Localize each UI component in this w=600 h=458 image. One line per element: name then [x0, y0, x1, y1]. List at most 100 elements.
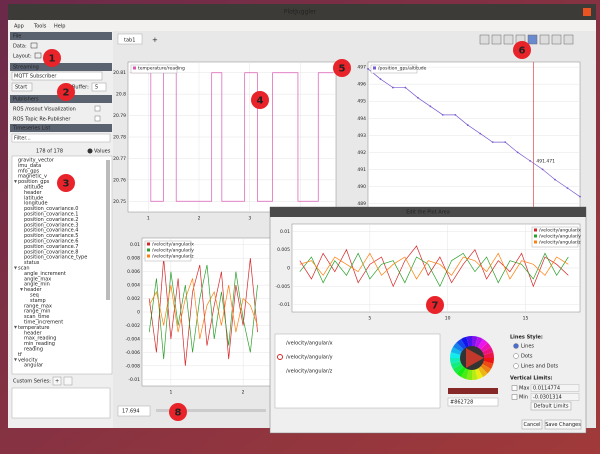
tree-item[interactable]: angle_min — [24, 282, 50, 288]
limit-input[interactable] — [530, 384, 580, 392]
tree-item[interactable]: range_min — [24, 309, 50, 315]
tree-item[interactable]: latitude — [24, 195, 43, 201]
tree-item[interactable]: angle_increment — [24, 271, 66, 277]
toolbar-button[interactable] — [527, 34, 538, 45]
filter[interactable] — [11, 133, 111, 143]
toolbar-button[interactable] — [563, 34, 574, 45]
tree-item[interactable]: position_covariance.5 — [24, 233, 78, 239]
dropdown-text[interactable]: MQTT Subscriber — [14, 74, 57, 80]
tree-item[interactable]: position_covariance.0 — [24, 206, 78, 212]
radio[interactable] — [513, 363, 519, 369]
button-text[interactable]: Default Limits — [534, 404, 569, 410]
button[interactable] — [11, 82, 33, 92]
button-text[interactable]: Start — [15, 85, 27, 91]
radio[interactable] — [513, 343, 519, 349]
tree-item[interactable]: min_reading — [24, 341, 55, 347]
button-text[interactable]: Cancel — [524, 422, 541, 428]
tree-item[interactable]: position_covariance.2 — [24, 217, 78, 223]
radio-label[interactable]: Dots — [521, 354, 533, 360]
menu-item[interactable]: Help — [54, 24, 65, 30]
tree-item[interactable]: header — [24, 330, 43, 336]
tree-item[interactable]: position_covariance.6 — [24, 239, 78, 245]
toolbar-button[interactable] — [479, 34, 490, 45]
tree-item[interactable]: altitude — [24, 185, 43, 191]
toolbar-button[interactable] — [539, 34, 550, 45]
tree-item[interactable]: velocity — [18, 357, 38, 363]
menu-item[interactable]: App — [14, 24, 24, 30]
close-button[interactable] — [583, 8, 591, 16]
radio-label[interactable]: Lines and Dots — [521, 364, 558, 370]
tree-item[interactable]: reading — [24, 347, 43, 353]
tree-item[interactable]: magnetic_v — [18, 174, 47, 180]
tree-item[interactable]: temperature — [18, 325, 49, 331]
legend-entry[interactable]: /velocity/angular/x — [152, 242, 194, 248]
hex-input[interactable] — [447, 397, 499, 407]
legend-entry[interactable]: /velocity/angular/y — [152, 248, 194, 254]
color-hex[interactable]: #862728 — [450, 400, 473, 406]
radio[interactable] — [87, 148, 93, 154]
legend-entry[interactable]: temperature/reading — [138, 66, 185, 72]
radio-label[interactable]: Lines — [521, 344, 534, 350]
tree-item[interactable]: tf — [18, 352, 22, 358]
toolbar-button[interactable] — [551, 34, 562, 45]
tree-item[interactable]: status — [24, 260, 40, 266]
legend-entry[interactable]: /velocity/angular/y — [539, 234, 581, 240]
tree-item[interactable]: gravity_vector — [18, 158, 55, 164]
tree-item[interactable]: position_gps — [18, 179, 50, 185]
slider[interactable] — [156, 409, 266, 412]
curve-item[interactable]: /velocity/angular/x — [286, 341, 333, 347]
spinbox[interactable] — [91, 82, 107, 92]
selected-radio[interactable] — [277, 354, 283, 360]
tab-name[interactable]: tab1 — [124, 38, 135, 44]
tree-item[interactable]: angular — [24, 363, 44, 369]
tree-item[interactable]: position_covariance.4 — [24, 228, 78, 234]
tree-item[interactable]: scan — [18, 266, 30, 272]
tree-item[interactable]: max_reading — [24, 336, 56, 342]
tab[interactable] — [117, 33, 143, 45]
button[interactable] — [521, 419, 543, 430]
toolbar-button[interactable] — [491, 34, 502, 45]
tree-item[interactable]: header — [24, 190, 43, 196]
button[interactable] — [544, 419, 582, 430]
tree-item[interactable]: position_covariance.7 — [24, 244, 78, 250]
button[interactable] — [530, 401, 572, 411]
limit-input[interactable] — [530, 393, 580, 401]
button-text[interactable]: + — [55, 379, 59, 385]
spinbox-text[interactable]: 5 — [95, 85, 98, 91]
dropdown[interactable] — [11, 71, 103, 81]
menu-item[interactable]: Tools — [33, 24, 47, 30]
tree-item[interactable]: position_covariance.8 — [24, 249, 78, 255]
tab-add[interactable]: + — [152, 36, 158, 44]
limit-value[interactable]: -0.0301314 — [533, 395, 562, 401]
tree-item[interactable]: stamp — [30, 298, 46, 304]
tree-item[interactable]: range_max — [24, 303, 52, 309]
filter-text[interactable]: Filter... — [14, 136, 31, 142]
button[interactable] — [63, 376, 73, 386]
tree-item[interactable]: position_covariance_type — [24, 255, 87, 261]
tree-item[interactable]: mfo_gps — [18, 168, 40, 174]
legend-entry[interactable]: /velocity/angular/x — [539, 228, 581, 234]
tree-item[interactable]: header — [24, 287, 43, 293]
tree-item[interactable]: angle_max — [24, 276, 51, 282]
curve-item[interactable]: /velocity/angular/z — [286, 369, 333, 375]
checkbox[interactable] — [94, 105, 101, 112]
radio[interactable] — [513, 353, 519, 359]
tree-item[interactable]: seq — [30, 293, 39, 299]
button[interactable] — [52, 376, 62, 386]
limit-value[interactable]: 0.0114774 — [533, 386, 560, 392]
checkbox[interactable] — [94, 115, 101, 122]
time-input[interactable] — [117, 405, 151, 417]
checkbox[interactable] — [511, 385, 518, 391]
legend-entry[interactable]: /position_gps/altitude — [378, 66, 427, 72]
curve-item[interactable]: /velocity/angular/y — [286, 355, 333, 361]
tree-item[interactable]: longitude — [24, 201, 48, 207]
tree-item[interactable]: scan_time — [24, 314, 49, 320]
timestamp[interactable]: 17.694 — [122, 409, 140, 415]
tree-item[interactable]: imu_data — [18, 163, 41, 169]
checkbox[interactable] — [511, 394, 518, 400]
tree-item[interactable]: position_covariance.3 — [24, 222, 78, 228]
toolbar-button[interactable] — [503, 34, 514, 45]
tree-item[interactable]: time_increment — [24, 320, 63, 326]
legend-entry[interactable]: /velocity/angular/z — [539, 240, 581, 246]
legend-entry[interactable]: /velocity/angular/z — [152, 254, 194, 260]
